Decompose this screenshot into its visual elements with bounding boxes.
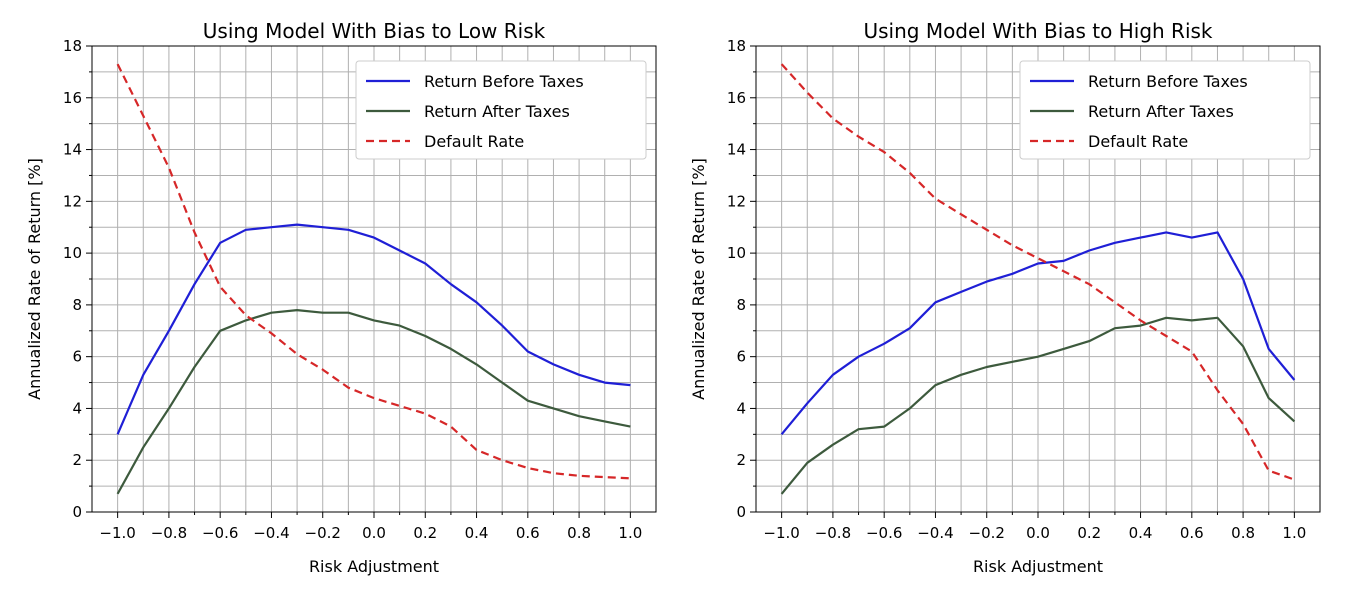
legend-entry-label: Default Rate [424, 132, 524, 151]
legend-box [1019, 60, 1311, 160]
x-tick-label: 0.6 [516, 524, 540, 542]
y-axis-label: Annualized Rate of Return [%] [25, 158, 44, 400]
x-tick-label: −0.4 [253, 524, 289, 542]
x-tick-label: 0.6 [1180, 524, 1204, 542]
x-tick-label: 0.2 [413, 524, 437, 542]
y-axis-label: Annualized Rate of Return [%] [689, 158, 708, 400]
y-tick-label: 6 [72, 348, 82, 366]
y-tick-label: 8 [736, 296, 746, 314]
y-tick-label: 4 [72, 399, 82, 417]
series-line-return-after-taxes [116, 309, 631, 495]
legend-entry-label: Return Before Taxes [1088, 72, 1248, 91]
x-tick-label: −0.6 [202, 524, 238, 542]
y-tick-label: 18 [727, 37, 746, 55]
x-tick-label: 0.4 [465, 524, 489, 542]
x-tick-label: −0.2 [969, 524, 1005, 542]
y-tick-label: 18 [63, 37, 82, 55]
chart-high-risk: 0 2 4 6 8 10 12 14 16 18 −1.0 −0.8 −0.6 −0.4 −0.2 0.0 0.… [689, 19, 1321, 576]
x-tick-label: 0.8 [1231, 524, 1255, 542]
chart-title: Using Model With Bias to High Risk [863, 19, 1212, 43]
y-tick-label: 4 [736, 399, 746, 417]
x-tick-label: −1.0 [763, 524, 799, 542]
y-tick-label: 2 [736, 451, 746, 469]
y-tick-label: 12 [727, 192, 746, 210]
x-axis-label: Risk Adjustment [973, 557, 1103, 576]
legend-entry-label: Return Before Taxes [424, 72, 584, 91]
x-axis-label: Risk Adjustment [309, 557, 439, 576]
x-tick-label: 0.0 [1026, 524, 1050, 542]
series-line-return-before-taxes [116, 223, 631, 435]
chart-title: Using Model With Bias to Low Risk [203, 19, 546, 43]
x-tick-label: 0.8 [567, 524, 591, 542]
x-tick-label: −0.8 [815, 524, 851, 542]
x-tick-label: 0.4 [1129, 524, 1153, 542]
legend-box [355, 60, 647, 160]
x-tick-label: 0.0 [362, 524, 386, 542]
series-line-return-before-taxes [780, 231, 1296, 436]
y-tick-label: 16 [727, 89, 746, 107]
x-tick-label: −0.8 [151, 524, 187, 542]
x-tick-label: 1.0 [618, 524, 642, 542]
legend-entry-label: Return After Taxes [424, 102, 570, 121]
y-tick-label: 2 [72, 451, 82, 469]
y-tick-label: 16 [63, 89, 82, 107]
legend: Return Before Taxes Return After Taxes Def… [1019, 60, 1311, 160]
legend: Return Before Taxes Return After Taxes Def… [355, 60, 647, 160]
y-tick-label: 0 [736, 503, 746, 521]
x-tick-label: 0.2 [1077, 524, 1101, 542]
y-tick-label: 12 [63, 192, 82, 210]
x-tick-label: 1.0 [1282, 524, 1306, 542]
x-tick-label: −1.0 [99, 524, 135, 542]
y-tick-label: 14 [63, 141, 82, 159]
y-tick-label: 14 [727, 141, 746, 159]
x-tick-label: −0.4 [917, 524, 953, 542]
y-tick-label: 0 [72, 503, 82, 521]
legend-entry-label: Return After Taxes [1088, 102, 1234, 121]
y-tick-label: 8 [72, 296, 82, 314]
series-line-default-rate [116, 63, 631, 480]
series-line-return-after-taxes [780, 316, 1296, 495]
x-tick-label: −0.2 [305, 524, 341, 542]
x-tick-label: −0.6 [866, 524, 902, 542]
y-tick-label: 10 [727, 244, 746, 262]
legend-entry-label: Default Rate [1088, 132, 1188, 151]
series-line-default-rate [780, 63, 1295, 481]
y-tick-label: 6 [736, 348, 746, 366]
y-tick-label: 10 [63, 244, 82, 262]
chart-low-risk: 0 2 4 6 8 10 12 14 16 18 −1.0 −0.8 −0.6 −0.4 −0.2 0.0 0.… [25, 19, 657, 576]
